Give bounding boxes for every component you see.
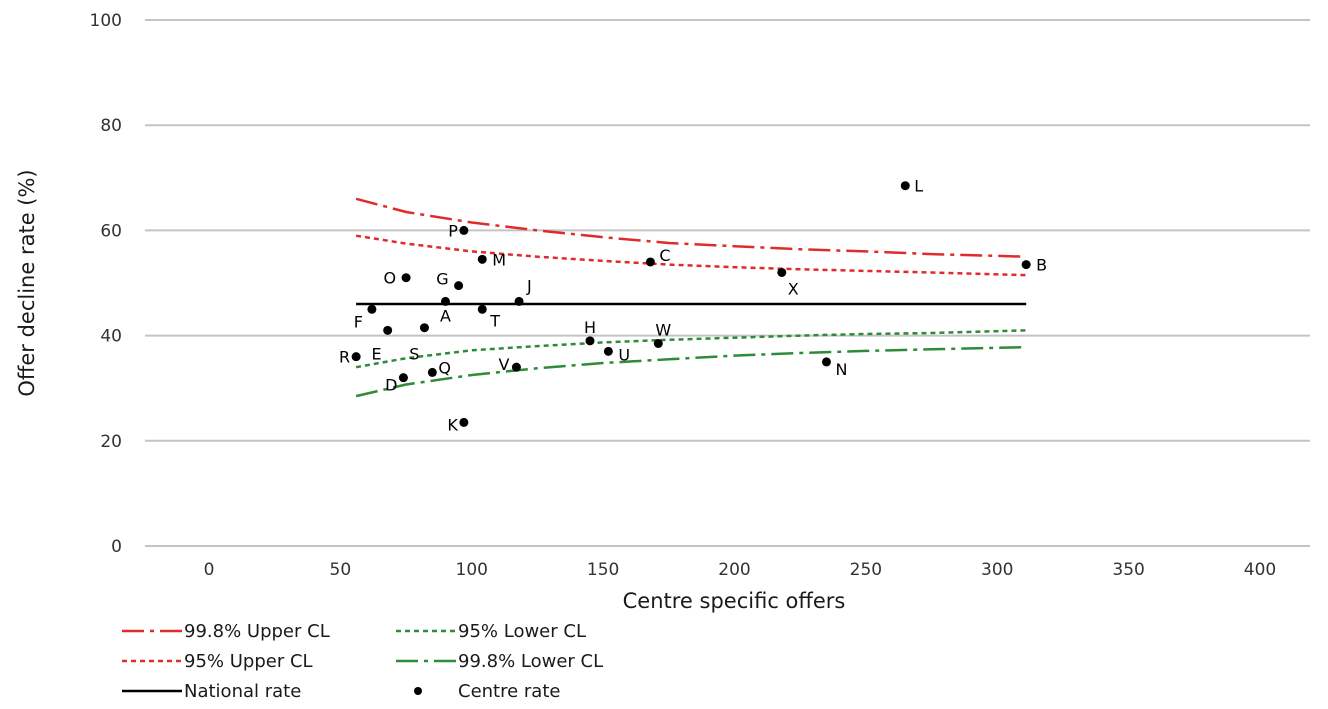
centre-point-B [1021,260,1031,270]
centre-point-K [459,417,469,427]
centre-point-O [401,273,411,283]
x-tick-label: 100 [456,560,488,580]
centre-point-D [398,373,408,383]
centre-point-J [514,296,524,306]
point-label-N: N [835,360,847,379]
point-label-K: K [447,415,458,434]
legend-label: Centre rate [458,681,560,702]
centre-point-E [383,325,393,335]
y-tick-label: 80 [100,116,122,136]
point-label-M: M [492,250,506,269]
centre-point-T [477,304,487,314]
series-line-95-lower-cl [355,329,1027,369]
x-tick-label: 150 [587,560,619,580]
centre-point-G [454,281,464,291]
point-label-C: C [659,246,670,265]
point-label-S: S [409,345,419,364]
y-axis-title: Offer decline rate (%) [15,169,39,396]
legend-label: National rate [184,681,301,702]
series-line-99-8-upper-cl [355,197,1027,258]
x-tick-label: 250 [850,560,882,580]
centre-point-H [585,336,595,346]
point-label-H: H [584,318,596,337]
centre-point-C [645,257,655,267]
legend-marker-centre-rate [414,687,422,695]
legend: 99.8% Upper CL 95% Lower CL 95% Upper CL 99… [122,621,603,702]
x-tick-label: 350 [1112,560,1144,580]
y-tick-label: 100 [90,11,122,31]
centre-point-N [821,357,831,367]
x-tick-label: 0 [204,560,215,580]
y-tick-label: 40 [100,327,122,347]
centre-point-X [777,267,787,277]
x-axis-title: Centre specific offers [623,589,846,613]
point-label-U: U [618,345,630,364]
point-label-P: P [448,221,458,240]
centre-point-R [351,352,361,362]
x-tick-label: 50 [330,560,352,580]
point-label-V: V [498,355,509,374]
point-label-T: T [489,311,500,330]
legend-label: 99.8% Lower CL [458,651,603,672]
point-label-E: E [372,344,382,363]
point-label-F: F [354,312,363,331]
centre-point-L [900,181,910,191]
centre-point-M [477,254,487,264]
series-lines [355,197,1027,398]
point-label-X: X [788,279,799,298]
legend-label: 99.8% Upper CL [184,621,330,642]
series-line-99-8-lower-cl [355,345,1027,398]
point-label-G: G [436,270,448,289]
centre-point-W [653,338,663,348]
point-label-B: B [1036,256,1047,275]
centre-point-A [440,296,450,306]
x-tick-label: 300 [981,560,1013,580]
point-label-R: R [339,348,350,367]
point-label-Q: Q [438,358,451,377]
axes: 0 20 40 60 80 100 0 50 100 150 200 250 300 350 400 [90,11,1277,580]
legend-label: 95% Lower CL [458,621,586,642]
point-label-L: L [914,177,923,196]
centre-point-V [511,362,521,372]
centre-points: A B C DEF G H J K L M N O P Q R S T U V W X [339,177,1047,435]
centre-point-Q [427,367,437,377]
centre-point-U [603,346,613,356]
x-tick-label: 400 [1244,560,1276,580]
point-label-O: O [383,269,396,288]
point-label-D: D [385,376,397,395]
gridlines [145,19,1310,547]
y-tick-label: 20 [100,432,122,452]
point-label-W: W [655,320,671,339]
y-tick-label: 0 [111,537,122,557]
y-tick-label: 60 [100,221,122,241]
legend-label: 95% Upper CL [184,651,313,672]
centre-point-F [367,304,377,314]
series-line-95-upper-cl [355,234,1027,277]
point-label-J: J [526,276,532,295]
centre-point-P [459,225,469,235]
centre-point-S [419,323,429,333]
point-label-A: A [440,306,451,325]
x-tick-label: 200 [718,560,750,580]
